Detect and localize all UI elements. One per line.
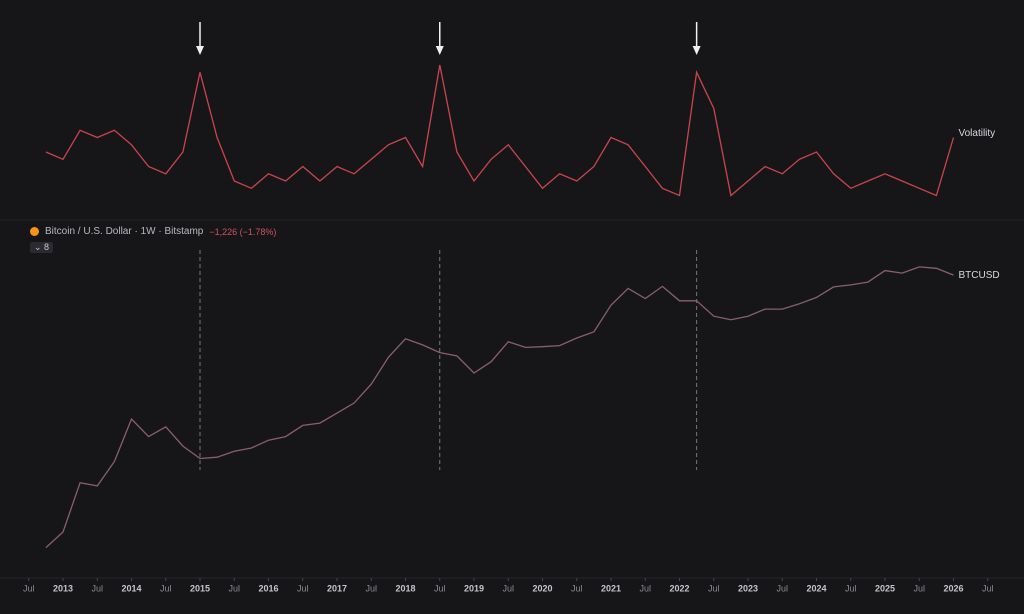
price-change: −1,226 (−1.78%) (209, 226, 277, 237)
x-tick-label: 2025 (875, 583, 895, 593)
x-tick-label: Jul (502, 583, 514, 593)
x-tick-label: 2023 (738, 583, 758, 593)
symbol-title: Bitcoin / U.S. Dollar · 1W · Bitstamp (45, 226, 204, 237)
x-tick-label: 2020 (532, 583, 552, 593)
x-tick-label: 2022 (669, 583, 689, 593)
x-tick-label: Jul (845, 583, 857, 593)
series-label: BTCUSD (959, 270, 1000, 281)
x-tick-label: 2026 (943, 583, 963, 593)
symbol-header: Bitcoin / U.S. Dollar · 1W · Bitstamp −1… (30, 226, 276, 237)
x-tick-label: Jul (982, 583, 994, 593)
x-tick-label: 2018 (395, 583, 415, 593)
x-tick-label: Jul (160, 583, 172, 593)
x-tick-label: Jul (91, 583, 103, 593)
x-tick-label: Jul (639, 583, 651, 593)
indicator-count: 8 (44, 242, 50, 252)
x-tick-label: Jul (365, 583, 377, 593)
event-arrow-head (196, 46, 204, 55)
series-line (45, 266, 954, 549)
x-tick-label: 2013 (53, 583, 73, 593)
x-tick-label: 2024 (806, 583, 826, 593)
event-arrow-head (692, 46, 701, 55)
btc-icon (30, 227, 39, 236)
x-tick-label: Jul (571, 583, 583, 593)
x-tick-label: 2021 (601, 583, 621, 593)
x-tick-label: 2015 (190, 583, 210, 593)
series-label: Volatility (959, 128, 996, 139)
x-tick-label: Jul (434, 583, 446, 593)
x-tick-label: Jul (913, 583, 925, 593)
x-tick-label: 2016 (258, 583, 278, 593)
x-tick-label: 2019 (464, 583, 484, 593)
x-tick-label: Jul (776, 583, 788, 593)
x-tick-label: 2017 (327, 583, 347, 593)
x-tick-label: 2014 (121, 583, 141, 593)
x-tick-label: Jul (23, 583, 35, 593)
x-tick-label: Jul (228, 583, 240, 593)
event-arrow-head (435, 46, 444, 55)
indicator-badge[interactable]: ⌄ 8 (30, 242, 54, 253)
x-tick-label: Jul (297, 583, 309, 593)
series-line (45, 64, 955, 197)
x-tick-label: Jul (708, 583, 720, 593)
